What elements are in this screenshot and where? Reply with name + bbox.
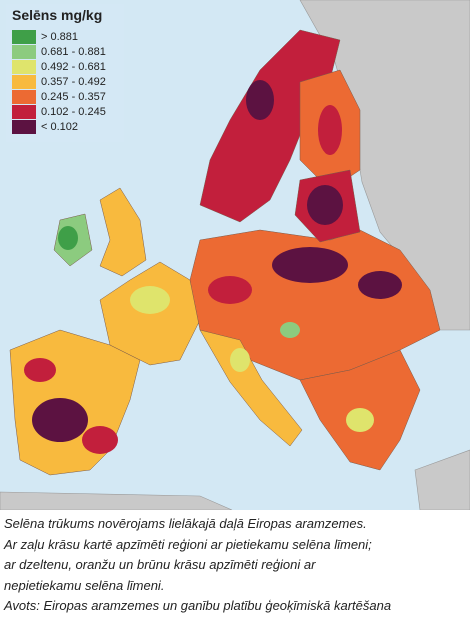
legend-label: 0.357 - 0.492 (41, 76, 106, 88)
region-blob (280, 322, 300, 338)
caption: Selēna trūkums novērojams lielākajā daļā… (4, 514, 468, 617)
region-blob (32, 398, 88, 442)
legend-swatch (12, 30, 36, 44)
legend-label: < 0.102 (41, 121, 78, 133)
caption-line: nepietiekamu selēna līmeni. (4, 577, 165, 593)
legend-label: > 0.881 (41, 31, 78, 43)
region-blob (307, 185, 343, 225)
legend-title: Selēns mg/kg (12, 7, 102, 23)
region-blob (230, 348, 250, 372)
legend-swatch (12, 105, 36, 119)
region-blob (358, 271, 402, 299)
region-blob (58, 226, 78, 250)
legend-swatch (12, 120, 36, 134)
region-blob (130, 286, 170, 314)
region-blob (208, 276, 252, 304)
map: Selēns mg/kg > 0.881 0.681 - 0.881 0.492 -… (0, 0, 470, 510)
non-eu-land (414, 449, 470, 510)
legend-swatch (12, 90, 36, 104)
legend-label: 0.102 - 0.245 (41, 106, 106, 118)
region-central (189, 229, 441, 381)
legend-swatch (12, 60, 36, 74)
region-blob (346, 408, 374, 432)
legend-label: 0.681 - 0.881 (41, 46, 106, 58)
region-scandinavia (199, 29, 341, 223)
region-blob (318, 105, 342, 155)
caption-line: Selēna trūkums novērojams lielākajā daļā… (4, 516, 367, 531)
legend-label: 0.492 - 0.681 (41, 61, 106, 73)
legend-swatch (12, 75, 36, 89)
non-eu-land (0, 491, 233, 510)
region-blob (272, 247, 348, 283)
region-blob (82, 426, 118, 454)
region-italy (199, 329, 303, 447)
region-blob (24, 358, 56, 382)
legend-label: 0.245 - 0.357 (41, 91, 106, 103)
caption-line: Ar zaļu krāsu kartē apzīmēti reģioni ar … (4, 536, 372, 552)
legend-swatch (12, 45, 36, 59)
region-britain (99, 187, 147, 277)
region-blob (246, 80, 274, 120)
caption-line: Avots: Eiropas aramzemes un ganību platī… (4, 598, 392, 613)
caption-line: ar dzeltenu, oranžu un brūnu krāsu apzīm… (4, 557, 316, 572)
